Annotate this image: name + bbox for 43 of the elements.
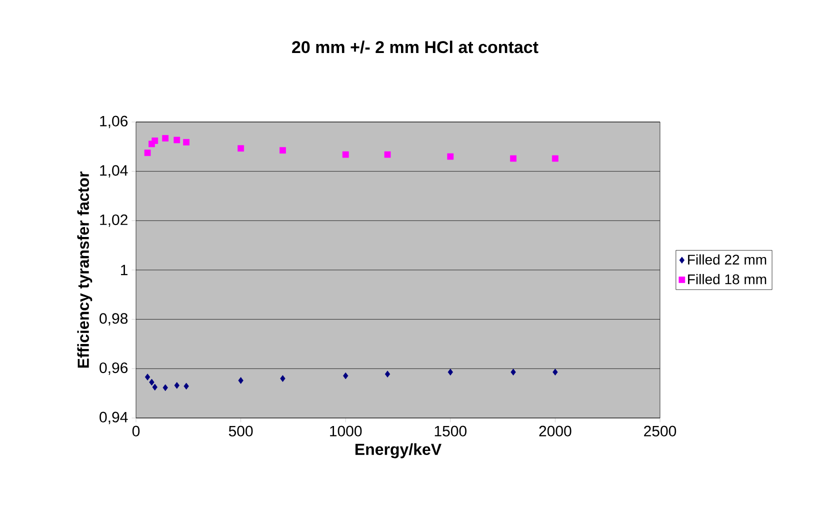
point bbox=[174, 136, 180, 144]
point bbox=[149, 378, 154, 386]
legend-label: Filled 18 mm bbox=[688, 274, 766, 284]
point bbox=[152, 384, 158, 391]
point bbox=[448, 368, 453, 376]
y-tick-label: 0,96 bbox=[100, 362, 128, 375]
point bbox=[342, 151, 349, 158]
point bbox=[144, 150, 151, 156]
y-tick-label: 1 bbox=[121, 264, 128, 276]
point bbox=[174, 382, 180, 389]
x-tick-label: 1500 bbox=[434, 426, 466, 436]
point bbox=[510, 155, 516, 162]
point bbox=[183, 139, 190, 146]
y-tick-label: 0,98 bbox=[100, 313, 128, 326]
point bbox=[552, 155, 558, 162]
point bbox=[280, 147, 286, 154]
point bbox=[343, 372, 348, 380]
point bbox=[510, 368, 516, 376]
x-tick-label: 2500 bbox=[644, 426, 676, 436]
point bbox=[552, 368, 558, 376]
point bbox=[384, 151, 391, 158]
x-tick-label: 500 bbox=[228, 426, 253, 436]
point bbox=[144, 374, 150, 380]
x-tick-label: 2000 bbox=[539, 426, 572, 436]
point bbox=[280, 375, 286, 382]
point bbox=[384, 370, 390, 378]
y-tick-label: 1,06 bbox=[100, 116, 128, 128]
point bbox=[238, 377, 244, 384]
point bbox=[447, 153, 454, 160]
point bbox=[184, 382, 189, 390]
point bbox=[238, 145, 244, 152]
chart-title: 20 mm +/- 2 mm HCl at contact bbox=[292, 40, 538, 54]
y-tick-label: 0,94 bbox=[100, 412, 128, 424]
point bbox=[162, 135, 169, 142]
point bbox=[152, 138, 158, 144]
legend-label: Filled 22 mm bbox=[688, 254, 766, 265]
y-axis-title: Efficiency tyransfer factor bbox=[77, 172, 92, 368]
x-tick-label: 1000 bbox=[330, 426, 362, 436]
x-tick-label: 0 bbox=[132, 426, 140, 436]
x-axis-title: Energy/keV bbox=[355, 443, 442, 458]
y-tick-label: 1,02 bbox=[100, 214, 128, 227]
point bbox=[162, 384, 168, 392]
y-tick-label: 1,04 bbox=[100, 165, 128, 178]
